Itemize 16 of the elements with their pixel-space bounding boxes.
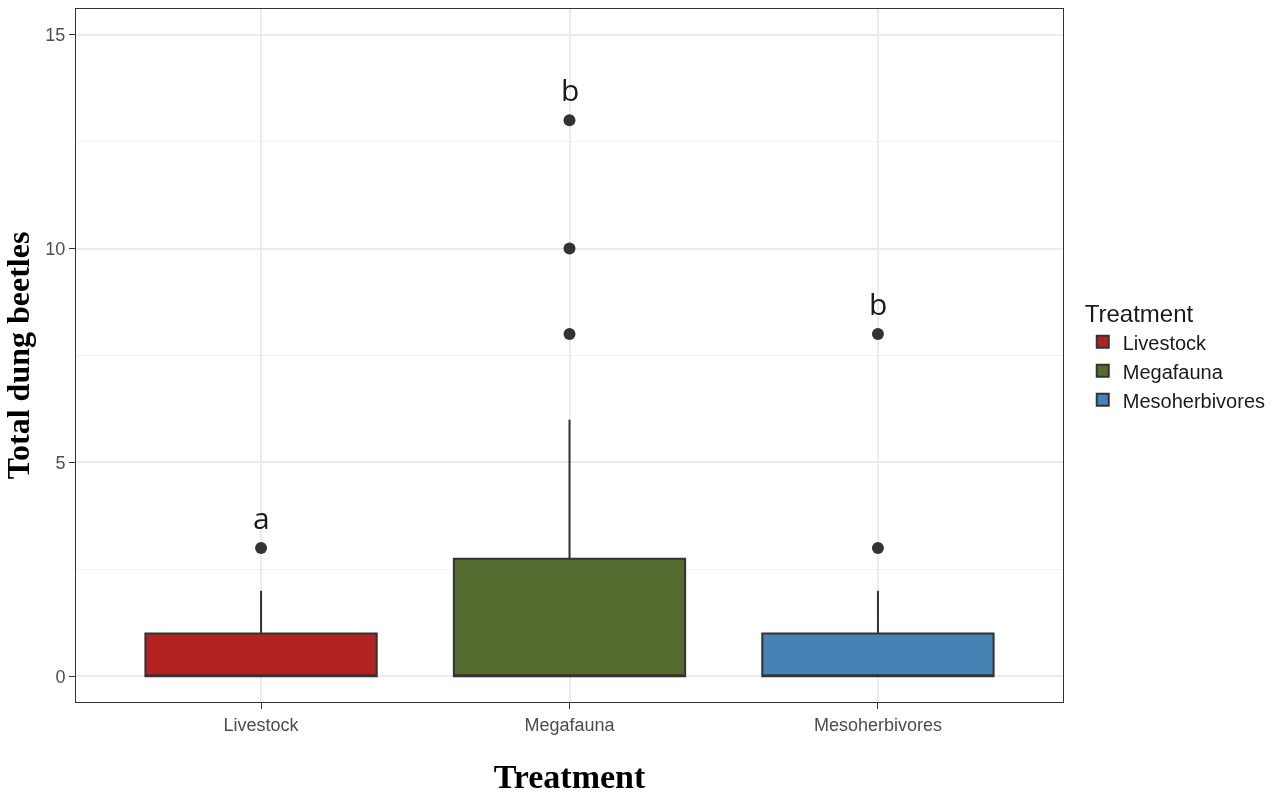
legend-label: Livestock (1122, 331, 1208, 354)
legend-label: Megafauna (1122, 360, 1224, 383)
x-axis-title: Treatment (493, 757, 647, 795)
x-tick-label: Livestock (223, 714, 300, 735)
y-tick-label: 10 (45, 238, 66, 259)
y-tick-label: 5 (55, 452, 66, 473)
legend-label: Mesoherbivores (1122, 389, 1266, 412)
y-tick-label: 15 (45, 24, 66, 45)
legend-title: Treatment (1084, 300, 1194, 328)
x-tick-label: Mesoherbivores (813, 714, 942, 735)
annotation: b (869, 283, 888, 324)
x-tick-label: Megafauna (524, 714, 616, 735)
y-axis-title: Total dung beetles (0, 231, 36, 480)
annotation: a (253, 497, 270, 538)
y-tick-label: 0 (55, 666, 66, 687)
annotation: b (561, 69, 580, 110)
